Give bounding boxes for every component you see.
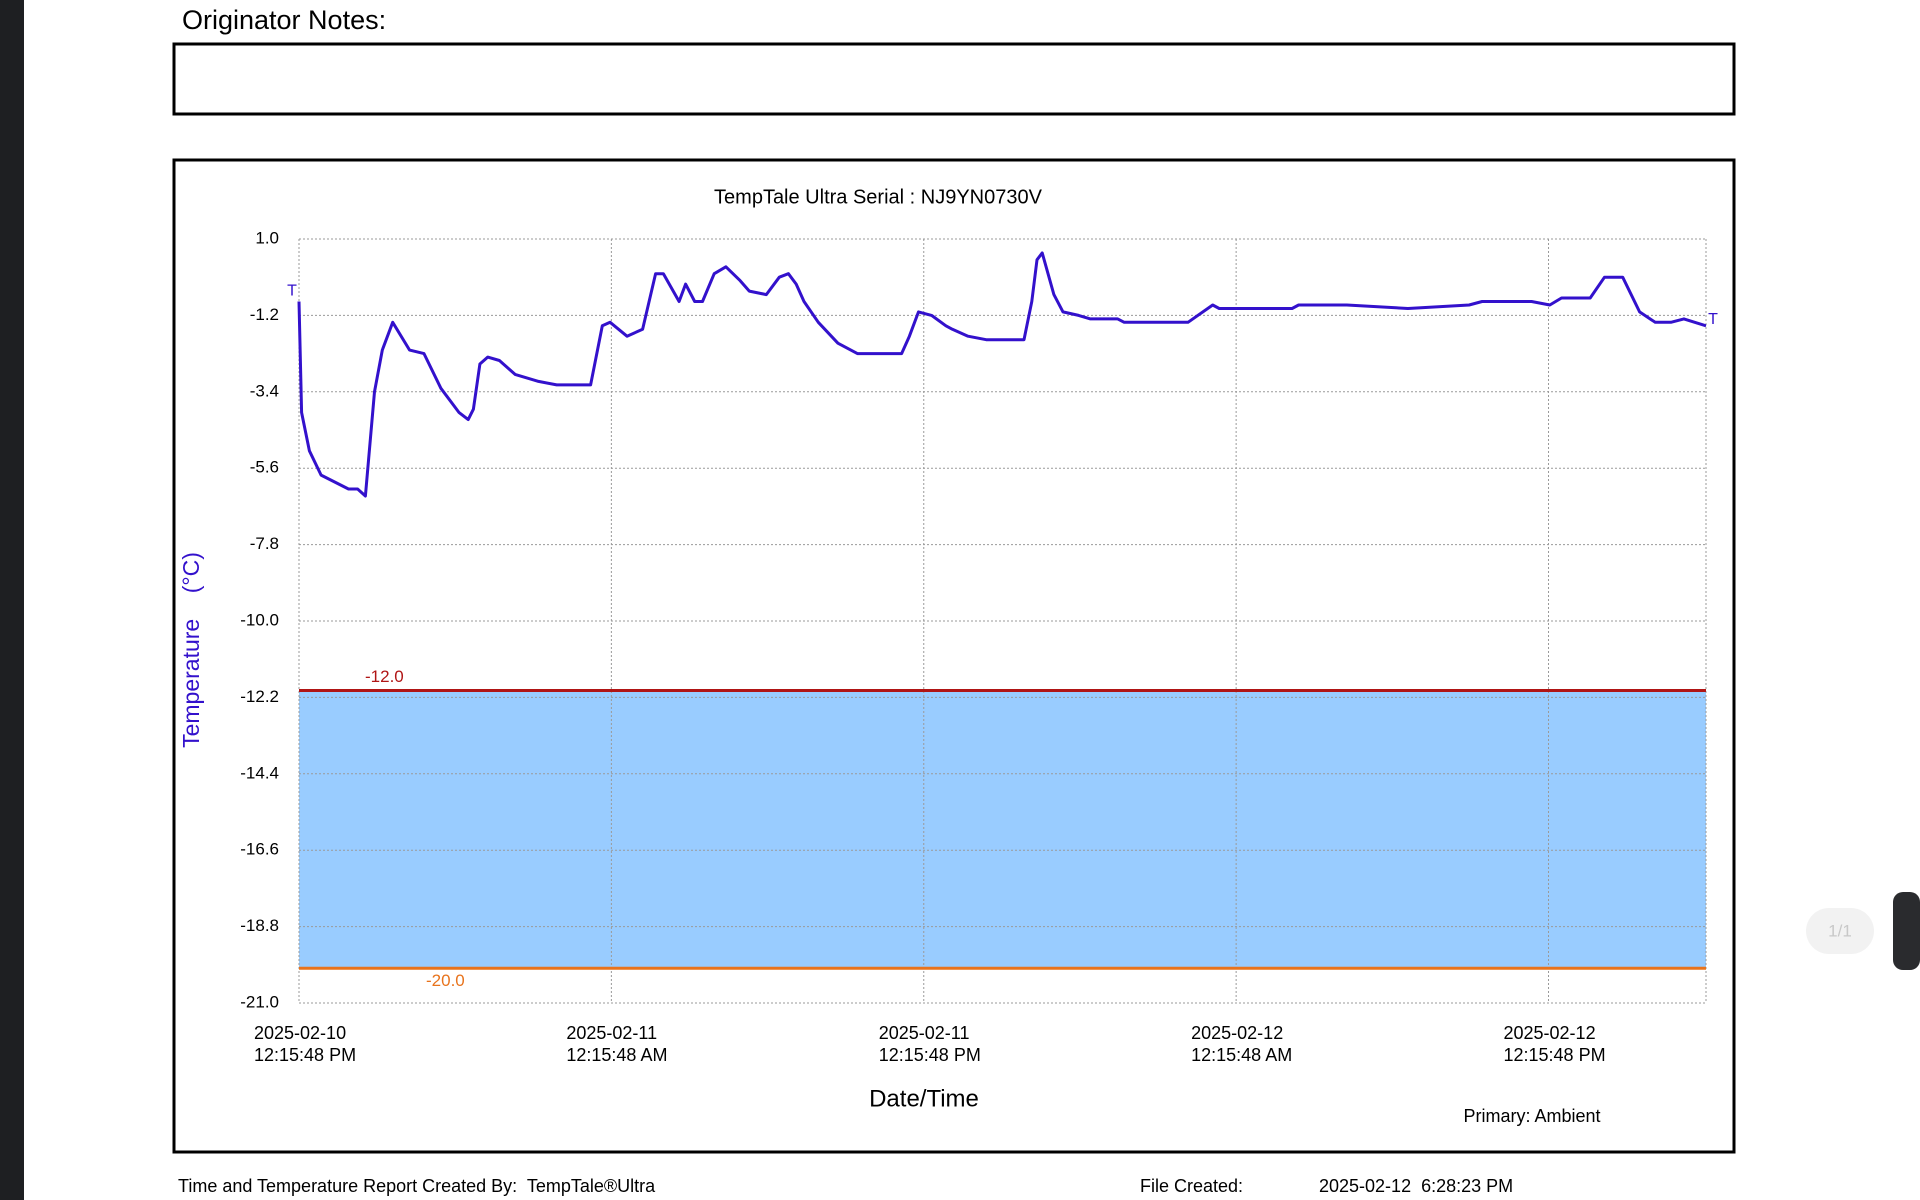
y-tick-label: -7.8 <box>250 534 279 553</box>
x-tick-label: 2025-02-10 12:15:48 PM <box>254 1023 357 1065</box>
footer-created-by: Time and Temperature Report Created By: … <box>178 1176 656 1196</box>
side-bar <box>0 0 24 1200</box>
y-tick-label: -10.0 <box>240 610 279 629</box>
y-tick-label: -12.2 <box>240 687 279 706</box>
line-start-marker: T <box>287 283 297 300</box>
notes-label: Originator Notes: <box>182 5 386 35</box>
toolbar-handle[interactable] <box>1893 892 1920 970</box>
page-indicator[interactable] <box>1806 908 1874 954</box>
x-tick-label: 2025-02-11 12:15:48 AM <box>566 1023 668 1065</box>
y-axis-label: Temperature (°C) <box>178 552 204 748</box>
y-tick-label: 1.0 <box>255 228 279 247</box>
line-end-marker: T <box>1708 311 1718 328</box>
page-number: 1/1 <box>1828 921 1852 940</box>
legend-entry: Primary: Ambient <box>1463 1106 1600 1126</box>
chart-title: TempTale Ultra Serial : NJ9YN0730V <box>714 186 1043 208</box>
alarm-band <box>299 690 1706 969</box>
threshold-label: -20.0 <box>426 971 465 990</box>
data-line <box>297 251 1707 498</box>
chart-box <box>172 158 1736 1154</box>
y-tick-label: -14.4 <box>240 763 279 782</box>
x-tick-label: 2025-02-12 12:15:48 PM <box>1503 1023 1606 1065</box>
y-tick-label: -21.0 <box>240 992 279 1011</box>
y-tick-label: -18.8 <box>240 916 279 935</box>
y-tick-label: -1.2 <box>250 305 279 324</box>
x-tick-label: 2025-02-12 12:15:48 AM <box>1191 1023 1293 1065</box>
footer-file-created-label: File Created: <box>1140 1176 1243 1196</box>
x-tick-label: 2025-02-11 12:15:48 PM <box>878 1023 981 1065</box>
y-tick-label: -5.6 <box>250 458 279 477</box>
notes-box <box>172 42 1736 116</box>
footer-file-created: 2025-02-12 6:28:23 PM <box>1319 1176 1513 1196</box>
threshold-label: -12.0 <box>365 667 404 686</box>
x-axis-label: Date/Time <box>869 1085 979 1112</box>
y-tick-label: -3.4 <box>250 381 279 400</box>
y-tick-label: -16.6 <box>240 840 279 859</box>
